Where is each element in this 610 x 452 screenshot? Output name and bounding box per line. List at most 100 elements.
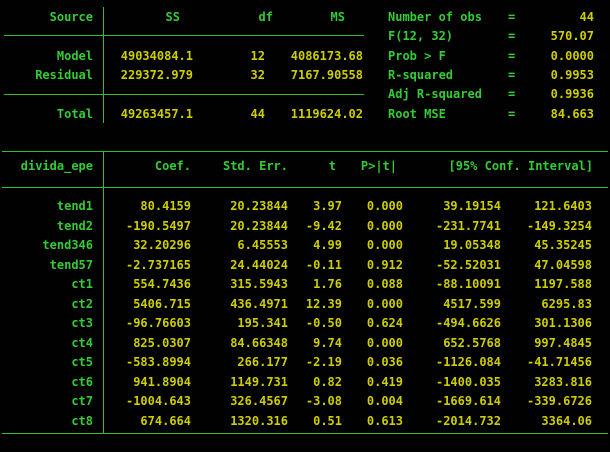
residual-df: 32 — [250, 68, 265, 82]
t-value: 3.97 — [313, 199, 342, 213]
stderr-value: 6.45553 — [237, 238, 288, 252]
ci-upper: 3364.06 — [541, 413, 592, 428]
ci-upper: 3283.816 — [534, 374, 592, 389]
coef-table-top-rule — [2, 151, 608, 152]
t-value: 0.51 — [313, 413, 342, 428]
coef-row-tend346: tend346 32.20296 6.45553 4.99 0.000 19.0… — [0, 236, 610, 255]
var-name: ct5 — [71, 355, 93, 369]
ci-lower: 4517.599 — [443, 296, 501, 311]
p-value: 0.004 — [366, 394, 403, 408]
model-ss: 49034084.1 — [120, 49, 193, 63]
coef-value: -2.737165 — [125, 257, 191, 272]
stderr-value: 1320.316 — [230, 413, 288, 428]
source-column-header: Source — [49, 10, 93, 24]
var-name: ct7 — [71, 394, 93, 408]
ci-lower: -1126.084 — [435, 355, 501, 369]
var-name: ct6 — [71, 374, 93, 389]
t-value: 1.76 — [313, 277, 342, 291]
equals-sign: = — [508, 87, 516, 101]
ci-lower: 652.5768 — [443, 335, 501, 350]
stat-value-prob-f: 0.0000 — [550, 49, 594, 63]
coef-row-ct2: ct2 5406.715 436.4971 12.39 0.000 4517.5… — [0, 295, 610, 314]
p-value: 0.036 — [366, 355, 403, 369]
anova-vertical-divider — [103, 7, 104, 123]
ci-lower: -2014.732 — [435, 413, 501, 428]
coef-value: 674.664 — [140, 413, 191, 428]
coef-row-ct5: ct5 -583.8994 266.177 -2.19 0.036 -1126.… — [0, 353, 610, 372]
p-value: 0.000 — [366, 296, 403, 311]
coef-row-tend57: tend57 -2.737165 24.44024 -0.11 0.912 -5… — [0, 256, 610, 275]
total-row-label: Total — [56, 107, 93, 121]
t-value: -0.50 — [305, 316, 342, 330]
p-value: 0.000 — [366, 218, 403, 233]
p-column-header: P>|t| — [360, 159, 397, 173]
anova-residual-row: Residual 229372.979 32 7167.90558 R-squa… — [0, 66, 610, 85]
residual-ms: 7167.90558 — [290, 68, 363, 82]
ci-lower: -52.52031 — [435, 257, 501, 272]
stat-label-f: F(12, 32) — [388, 29, 454, 43]
residual-row-label: Residual — [35, 68, 93, 82]
ci-lower: -88.10091 — [435, 277, 501, 291]
coef-table-header-rule — [2, 187, 608, 188]
coef-row-ct3: ct3 -96.76603 195.341 -0.50 0.624 -494.6… — [0, 314, 610, 333]
coef-value: 32.20296 — [133, 238, 191, 252]
var-name: tend57 — [49, 257, 93, 272]
ci-lower: -1669.614 — [435, 394, 501, 408]
stat-label-prob-f: Prob > F — [388, 49, 446, 63]
ci-upper: -41.71456 — [526, 355, 592, 369]
coef-value: -96.76603 — [125, 316, 191, 330]
t-value: -3.08 — [305, 394, 342, 408]
stat-label-number-of-obs: Number of obs — [388, 10, 482, 24]
coef-table-vertical-divider — [103, 151, 104, 433]
coef-value: 80.4159 — [140, 199, 191, 213]
stat-label-r-squared: R-squared — [388, 68, 454, 82]
var-name: tend346 — [42, 238, 93, 252]
coef-row-tend1: tend1 80.4159 20.23844 3.97 0.000 39.191… — [0, 197, 610, 216]
ci-upper: 47.04598 — [534, 257, 592, 272]
ci-upper: 1197.588 — [534, 277, 592, 291]
p-value: 0.613 — [366, 413, 403, 428]
coef-row-ct7: ct7 -1004.643 326.4567 -3.08 0.004 -1669… — [0, 392, 610, 411]
stderr-value: 266.177 — [237, 355, 288, 369]
coef-row-ct1: ct1 554.7436 315.5943 1.76 0.088 -88.100… — [0, 275, 610, 294]
stat-value-f: 570.07 — [550, 29, 594, 43]
ci-upper: -339.6726 — [526, 394, 592, 408]
stderr-value: 24.44024 — [230, 257, 288, 272]
ci-upper: 301.1306 — [534, 316, 592, 330]
p-value: 0.088 — [366, 277, 403, 291]
coef-row-ct8: ct8 674.664 1320.316 0.51 0.613 -2014.73… — [0, 412, 610, 431]
coef-table-bottom-rule — [2, 433, 608, 434]
t-value: -2.19 — [305, 355, 342, 369]
total-df: 44 — [250, 107, 265, 121]
t-value: 9.74 — [313, 335, 342, 350]
ss-column-header: SS — [165, 10, 180, 24]
coef-value: 5406.715 — [133, 296, 191, 311]
ci-upper: 121.6403 — [534, 199, 592, 213]
model-ms: 4086173.68 — [290, 49, 363, 63]
var-name: tend2 — [56, 218, 93, 233]
t-column-header: t — [328, 159, 336, 173]
anova-header-row: Source SS df MS Number of obs = 44 — [0, 8, 610, 27]
anova-model-row: Model 49034084.1 12 4086173.68 Prob > F … — [0, 47, 610, 66]
coef-value: 825.0307 — [133, 335, 191, 350]
equals-sign: = — [508, 49, 516, 63]
anova-header-rule — [4, 35, 364, 36]
f-stat-row: F(12, 32) = 570.07 — [0, 27, 610, 46]
stat-value-number-of-obs: 44 — [579, 10, 594, 24]
var-name: ct8 — [71, 413, 93, 428]
ci-lower: -494.6626 — [435, 316, 501, 330]
coef-value: -190.5497 — [125, 218, 191, 233]
coef-value: -1004.643 — [125, 394, 191, 408]
residual-ss: 229372.979 — [120, 68, 193, 82]
stderr-value: 20.23844 — [230, 199, 288, 213]
p-value: 0.912 — [366, 257, 403, 272]
stderr-column-header: Std. Err. — [222, 159, 288, 173]
df-column-header: df — [258, 10, 273, 24]
ci-upper: 6295.83 — [541, 296, 592, 311]
equals-sign: = — [508, 68, 516, 82]
ci-upper: -149.3254 — [526, 218, 592, 233]
adj-r-squared-row: Adj R-squared = 0.9936 — [0, 85, 610, 104]
stderr-value: 436.4971 — [230, 296, 288, 311]
var-name: tend1 — [56, 199, 93, 213]
coef-value: 941.8904 — [133, 374, 191, 389]
